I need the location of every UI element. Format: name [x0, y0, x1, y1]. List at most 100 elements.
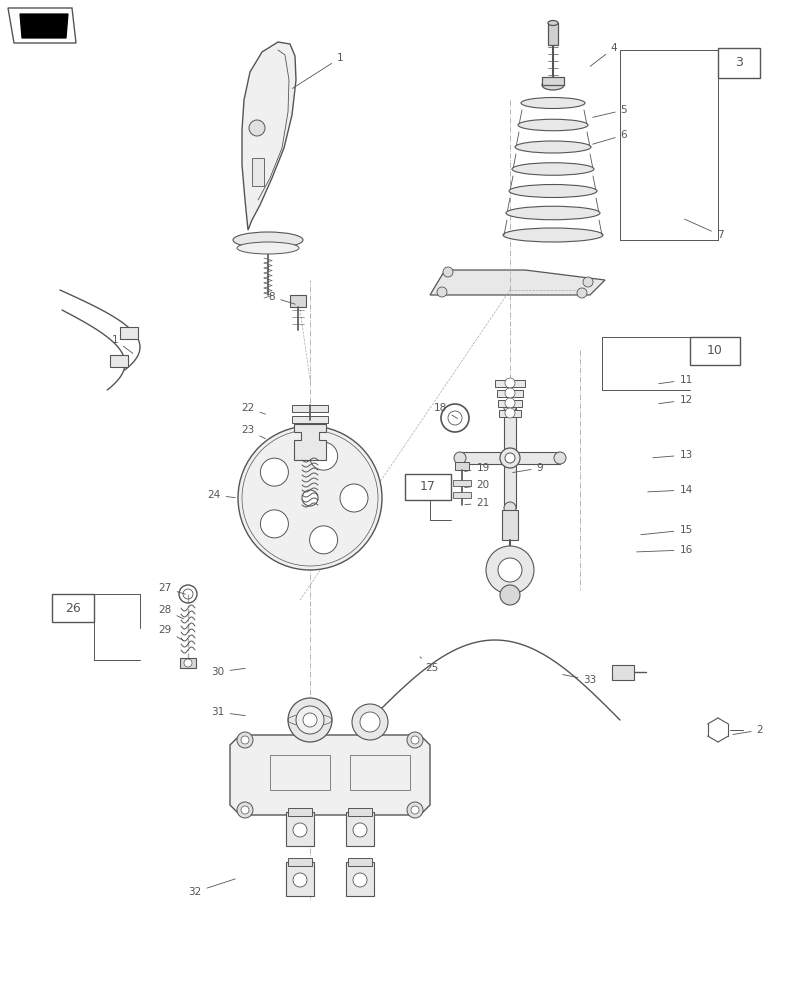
Circle shape	[249, 120, 264, 136]
Text: 18: 18	[433, 403, 457, 419]
Circle shape	[237, 802, 253, 818]
Circle shape	[238, 426, 381, 570]
Text: 3: 3	[734, 56, 742, 70]
Bar	[717, 48, 759, 78]
Bar	[348, 808, 371, 816]
Circle shape	[340, 484, 367, 512]
Text: 29: 29	[158, 625, 183, 641]
Bar	[350, 755, 410, 790]
Ellipse shape	[521, 98, 584, 108]
Text: 30: 30	[211, 667, 245, 677]
Text: 19: 19	[464, 463, 489, 473]
Bar	[453, 492, 470, 498]
Text: 26: 26	[65, 601, 81, 614]
Text: 16: 16	[636, 545, 692, 555]
Polygon shape	[460, 452, 509, 464]
Text: 5: 5	[592, 105, 627, 117]
Ellipse shape	[505, 206, 599, 220]
Polygon shape	[20, 14, 68, 38]
Bar	[405, 474, 450, 500]
Bar	[611, 665, 633, 680]
Circle shape	[288, 698, 332, 742]
Bar	[288, 808, 311, 816]
Bar	[270, 755, 329, 790]
Bar	[454, 462, 469, 470]
Circle shape	[504, 408, 514, 418]
Ellipse shape	[237, 242, 298, 254]
Circle shape	[184, 659, 191, 667]
Circle shape	[260, 458, 288, 486]
Circle shape	[504, 502, 515, 514]
Circle shape	[497, 558, 521, 582]
Circle shape	[410, 736, 418, 744]
Circle shape	[260, 510, 288, 538]
Circle shape	[293, 823, 307, 837]
Circle shape	[302, 490, 318, 506]
Circle shape	[406, 802, 423, 818]
Bar	[497, 400, 521, 407]
Ellipse shape	[517, 119, 587, 131]
Bar	[285, 812, 314, 846]
Circle shape	[504, 398, 514, 408]
Circle shape	[237, 732, 253, 748]
Text: 1: 1	[292, 53, 343, 89]
Ellipse shape	[514, 141, 590, 153]
Circle shape	[504, 453, 514, 463]
Ellipse shape	[547, 20, 557, 25]
Text: 33: 33	[562, 675, 596, 685]
Bar	[292, 405, 328, 412]
Circle shape	[504, 378, 514, 388]
Circle shape	[500, 585, 519, 605]
Bar	[345, 812, 374, 846]
Circle shape	[353, 873, 367, 887]
Text: 21: 21	[464, 498, 489, 508]
Text: 15: 15	[640, 525, 692, 535]
Circle shape	[303, 713, 316, 727]
Text: 22: 22	[241, 403, 265, 414]
Text: 25: 25	[419, 657, 438, 673]
Circle shape	[351, 704, 388, 740]
Text: 9: 9	[512, 463, 543, 473]
Bar	[453, 480, 470, 486]
Bar	[285, 862, 314, 896]
Text: 17: 17	[419, 481, 436, 493]
Circle shape	[296, 706, 324, 734]
Circle shape	[410, 806, 418, 814]
Bar	[495, 380, 525, 387]
Text: 24: 24	[207, 490, 235, 500]
Text: 20: 20	[464, 480, 489, 490]
Circle shape	[241, 736, 249, 744]
Circle shape	[293, 873, 307, 887]
Circle shape	[453, 452, 466, 464]
Bar	[290, 295, 306, 307]
Text: 7: 7	[684, 219, 723, 240]
Circle shape	[353, 823, 367, 837]
Text: 14: 14	[647, 485, 692, 495]
Circle shape	[582, 277, 592, 287]
Polygon shape	[230, 735, 430, 815]
Circle shape	[504, 388, 514, 398]
Text: 1: 1	[112, 335, 133, 353]
Bar	[251, 158, 264, 186]
Bar	[120, 327, 138, 339]
Circle shape	[406, 732, 423, 748]
Ellipse shape	[541, 80, 564, 90]
Circle shape	[577, 288, 586, 298]
Bar	[109, 355, 128, 367]
Ellipse shape	[502, 228, 603, 242]
Circle shape	[500, 448, 519, 468]
Text: 32: 32	[188, 879, 235, 897]
Polygon shape	[430, 270, 604, 295]
Text: 23: 23	[241, 425, 265, 439]
Text: 4: 4	[590, 43, 616, 66]
Text: 28: 28	[158, 605, 183, 619]
Bar	[180, 658, 195, 668]
Ellipse shape	[508, 184, 596, 198]
Bar	[345, 862, 374, 896]
Ellipse shape	[233, 232, 303, 248]
Text: 12: 12	[658, 395, 692, 405]
Text: 13: 13	[652, 450, 692, 460]
Polygon shape	[504, 458, 515, 508]
Text: 6: 6	[592, 130, 627, 144]
Circle shape	[359, 712, 380, 732]
